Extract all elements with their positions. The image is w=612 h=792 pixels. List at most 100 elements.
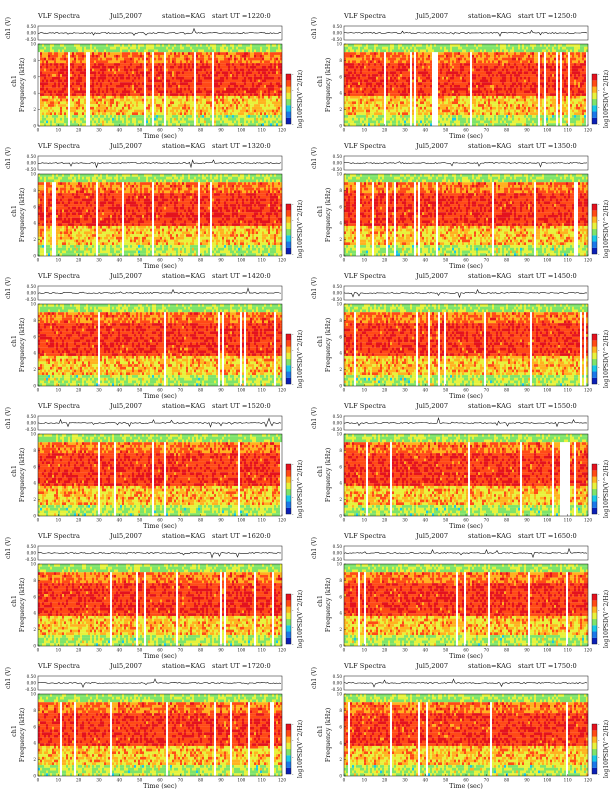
y-tick-label: 6 (339, 724, 342, 729)
colorbar-label: log10PSD(V^2/Hz) (603, 590, 610, 648)
signal-tick-label: 0.00 (27, 681, 37, 686)
x-tick-label: 90 (524, 388, 530, 393)
x-tick-label: 70 (484, 518, 490, 523)
channel-label: ch1 (10, 75, 18, 87)
spectra-panel-svg: VLF Spectra Jul5,2007 station=KAG start UT … (5, 402, 304, 530)
y-tick-label: 4 (339, 221, 342, 226)
x-tick-label: 0 (343, 388, 346, 393)
signal-trace (37, 551, 281, 559)
x-tick-label: 90 (218, 388, 224, 393)
spectrogram-heatmap (344, 304, 589, 387)
y-tick-label: 2 (33, 107, 36, 112)
x-tick-label: 20 (76, 518, 82, 523)
x-tick-label: 80 (504, 258, 510, 263)
channel-label: ch1 (10, 205, 18, 217)
y-axis-label: Frequency (kHz) (18, 318, 26, 372)
x-tick-label: 70 (484, 128, 490, 133)
x-tick-label: 40 (423, 518, 429, 523)
channel-label: ch1 (316, 725, 324, 737)
x-tick-label: 10 (362, 258, 368, 263)
panel-station: station=KAG (162, 142, 205, 150)
x-tick-label: 10 (362, 648, 368, 653)
colorbar-tick-label: - (598, 105, 600, 110)
y-tick-label: 6 (33, 74, 36, 79)
spectra-panel: VLF Spectra Jul5,2007 station=KAG start UT … (306, 660, 612, 792)
signal-axis-label: ch1 (V) (311, 147, 318, 169)
colorbar-label: log10PSD(V^2/Hz) (603, 460, 610, 518)
x-axis-label: Time (sec) (143, 392, 177, 400)
colorbar-tick-label: - (598, 592, 600, 597)
x-tick-label: 0 (37, 518, 40, 523)
colorbar-tick-label: - (598, 495, 600, 500)
signal-tick-label: -0.50 (331, 557, 342, 562)
colorbar-tick-label: - (598, 625, 600, 630)
spectra-panel: VLF Spectra Jul5,2007 station=KAG start UT … (0, 660, 306, 792)
x-tick-label: 110 (564, 258, 572, 263)
colorbar-tick-label: - (292, 88, 294, 93)
x-axis-label: Time (sec) (143, 652, 177, 660)
x-tick-label: 110 (258, 778, 266, 783)
colorbar-tick-label: - (292, 348, 294, 353)
x-tick-label: 50 (137, 128, 143, 133)
x-tick-label: 60 (463, 778, 469, 783)
y-axis-label: Frequency (kHz) (324, 578, 332, 632)
y-axis-label: Frequency (kHz) (324, 708, 332, 762)
x-tick-label: 40 (423, 388, 429, 393)
x-tick-label: 40 (423, 128, 429, 133)
signal-frame (343, 25, 589, 41)
signal-frame (343, 675, 589, 691)
x-tick-label: 80 (198, 648, 204, 653)
y-tick-label: 0 (339, 124, 342, 129)
colorbar-tick-label: - (292, 462, 294, 467)
signal-tick-label: -0.50 (25, 297, 36, 302)
colorbar-label: log10PSD(V^2/Hz) (603, 70, 610, 128)
x-tick-label: 20 (76, 258, 82, 263)
x-tick-label: 120 (278, 258, 286, 263)
signal-axis-label: ch1 (V) (5, 277, 12, 299)
signal-tick-label: 0.00 (333, 31, 343, 36)
signal-tick-label: -0.50 (25, 557, 36, 562)
y-tick-label: 6 (33, 334, 36, 339)
x-tick-label: 50 (137, 388, 143, 393)
y-tick-label: 8 (33, 58, 36, 63)
channel-label: ch1 (10, 335, 18, 347)
signal-axis-label: ch1 (V) (5, 17, 12, 39)
colorbar-tick-label: - (292, 105, 294, 110)
panel-title: VLF Spectra (37, 662, 80, 670)
x-tick-label: 10 (362, 518, 368, 523)
colorbar (285, 723, 292, 775)
x-tick-label: 120 (278, 128, 286, 133)
panel-title: VLF Spectra (37, 272, 80, 280)
signal-axis-label: ch1 (V) (5, 537, 12, 559)
y-tick-label: 2 (339, 107, 342, 112)
colorbar-tick-label: - (598, 738, 600, 743)
y-tick-label: 2 (339, 757, 342, 762)
x-tick-label: 20 (382, 388, 388, 393)
signal-tick-label: -0.50 (25, 167, 36, 172)
x-tick-label: 50 (443, 518, 449, 523)
spectra-panel-svg: VLF Spectra Jul5,2007 station=KAG start UT … (311, 12, 610, 140)
spectrogram-heatmap (344, 44, 589, 127)
x-tick-label: 40 (117, 128, 123, 133)
x-tick-label: 80 (504, 128, 510, 133)
y-tick-label: 8 (33, 188, 36, 193)
panel-title: VLF Spectra (37, 12, 80, 20)
y-tick-label: 2 (339, 627, 342, 632)
y-tick-label: 6 (33, 204, 36, 209)
signal-trace (37, 678, 282, 688)
y-axis-label: Frequency (kHz) (324, 318, 332, 372)
y-tick-label: 10 (31, 692, 37, 697)
signal-tick-label: -0.50 (331, 167, 342, 172)
x-tick-label: 110 (258, 388, 266, 393)
x-tick-label: 110 (258, 648, 266, 653)
x-tick-label: 110 (564, 648, 572, 653)
signal-tick-label: -0.50 (25, 427, 36, 432)
colorbar-tick-label: - (598, 608, 600, 613)
y-tick-label: 6 (33, 594, 36, 599)
signal-axis-label: ch1 (V) (311, 667, 318, 689)
x-tick-label: 90 (218, 128, 224, 133)
signal-trace (38, 159, 282, 169)
x-tick-label: 30 (402, 128, 408, 133)
panel-station: station=KAG (468, 402, 511, 410)
spectrogram-heatmap (38, 174, 283, 257)
